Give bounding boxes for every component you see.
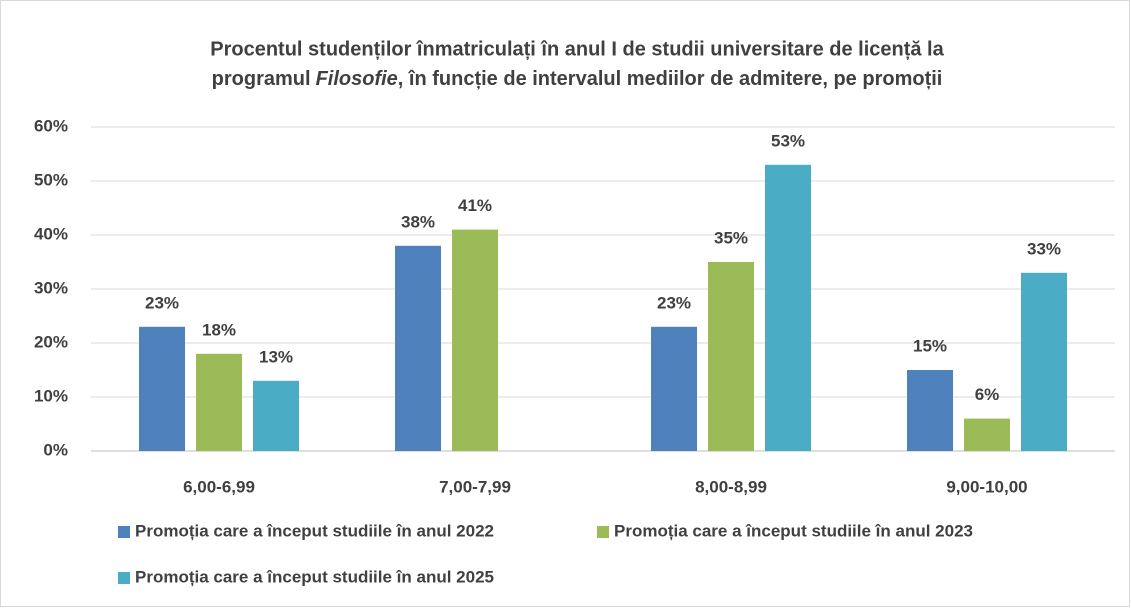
- bar: [452, 229, 498, 451]
- data-label: 15%: [913, 336, 947, 355]
- legend-swatch: [118, 572, 130, 584]
- bar: [765, 164, 811, 452]
- y-tick-label: 50%: [34, 170, 68, 189]
- y-tick-label: 30%: [34, 278, 68, 297]
- chart-title: programul: [212, 68, 311, 90]
- bar: [395, 245, 441, 451]
- chart-title: Filosofie: [316, 68, 398, 90]
- bar: [708, 262, 754, 451]
- data-label: 35%: [714, 228, 748, 247]
- data-label: 41%: [458, 196, 492, 215]
- chart-title: , în funcție de intervalul mediilor de a…: [398, 68, 943, 90]
- data-label: 13%: [259, 347, 293, 366]
- legend-label: Promoția care a început studiile în anul…: [135, 521, 494, 540]
- legend-label: Promoția care a început studiile în anul…: [135, 567, 494, 586]
- bar: [253, 380, 299, 451]
- bar: [651, 326, 697, 451]
- y-tick-label: 40%: [34, 224, 68, 243]
- bar: [196, 353, 242, 451]
- chart-title: programul Filosofie, în funcție de interv…: [212, 68, 943, 90]
- bar: [907, 370, 953, 451]
- legend-swatch: [597, 526, 609, 538]
- legend-label: Promoția care a început studiile în anul…: [614, 521, 973, 540]
- x-tick-label: 9,00-10,00: [946, 477, 1027, 496]
- data-label: 33%: [1027, 239, 1061, 258]
- data-label: 53%: [771, 131, 805, 150]
- legend-swatch: [118, 526, 130, 538]
- data-label: 6%: [975, 385, 1000, 404]
- bar: [1021, 272, 1067, 451]
- chart-title: Procentul studenților înmatriculați în a…: [210, 38, 944, 60]
- bar: [139, 326, 185, 451]
- y-tick-label: 20%: [34, 332, 68, 351]
- bar: [964, 418, 1010, 451]
- data-label: 18%: [202, 320, 236, 339]
- x-tick-label: 6,00-6,99: [183, 477, 255, 496]
- x-tick-label: 7,00-7,99: [439, 477, 511, 496]
- y-tick-label: 10%: [34, 386, 68, 405]
- y-tick-label: 0%: [43, 440, 68, 459]
- y-tick-label: 60%: [34, 116, 68, 135]
- data-label: 38%: [401, 212, 435, 231]
- data-label: 23%: [145, 293, 179, 312]
- data-label: 23%: [657, 293, 691, 312]
- x-tick-label: 8,00-8,99: [695, 477, 767, 496]
